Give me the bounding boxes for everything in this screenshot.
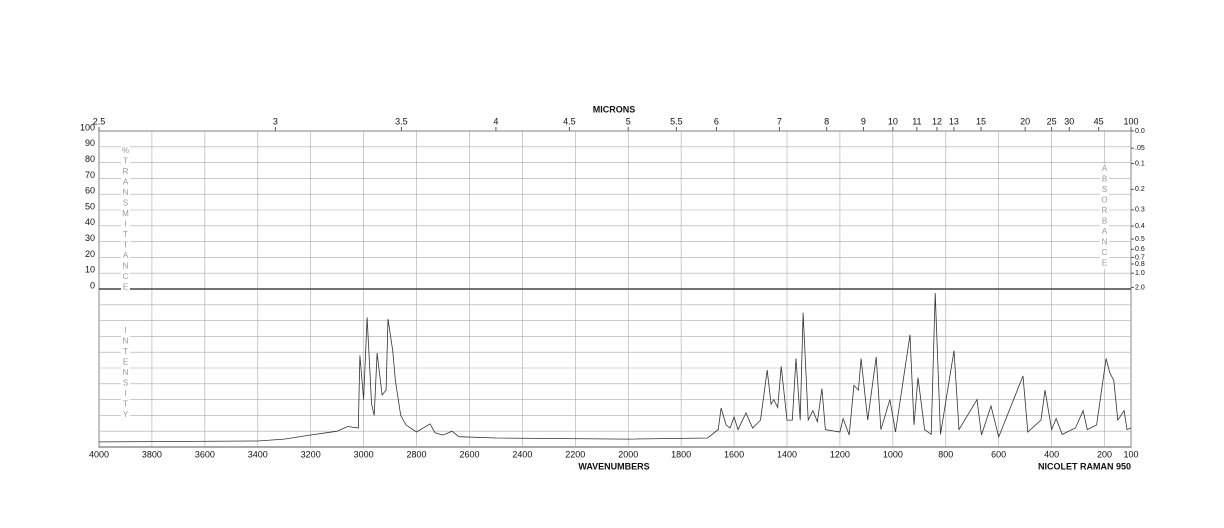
x-tick-label: 1800 bbox=[671, 449, 691, 459]
y-tick-label: 30 bbox=[85, 233, 95, 243]
micron-tick-label: 6 bbox=[714, 116, 719, 126]
x-tick-label: 1200 bbox=[830, 449, 850, 459]
y-tick-label: 50 bbox=[85, 201, 95, 211]
micron-tick-label: 9 bbox=[861, 116, 866, 126]
micron-tick-label: 13 bbox=[949, 116, 959, 126]
left-label: %TRANSMITTANCE bbox=[121, 146, 130, 293]
absorbance-tick-label: 1.0 bbox=[1135, 270, 1145, 277]
absorbance-tick-label: 0.0 bbox=[1135, 128, 1145, 135]
absorbance-tick-label: 0.2 bbox=[1135, 186, 1145, 193]
micron-tick-label: 30 bbox=[1064, 116, 1074, 126]
micron-tick-label: 5.5 bbox=[670, 116, 683, 126]
absorbance-tick-label: 0.3 bbox=[1135, 207, 1145, 214]
x-tick-label: 400 bbox=[1044, 449, 1059, 459]
intensity-label: INTENSITY bbox=[121, 326, 130, 421]
absorbance-tick-label: 2.0 bbox=[1135, 284, 1145, 291]
micron-tick-label: 100 bbox=[1123, 116, 1138, 126]
absorbance-tick-label: .05 bbox=[1135, 145, 1145, 152]
micron-tick-label: 45 bbox=[1094, 116, 1104, 126]
y-tick-label: 20 bbox=[85, 249, 95, 259]
y-tick-label: 60 bbox=[85, 186, 95, 196]
micron-tick-label: 5 bbox=[626, 116, 631, 126]
x-tick-label: 100 bbox=[1123, 449, 1138, 459]
x-tick-label: 800 bbox=[938, 449, 953, 459]
absorbance-tick-label: 0.1 bbox=[1135, 160, 1145, 167]
micron-tick-label: 4.5 bbox=[563, 116, 576, 126]
micron-tick-label: 15 bbox=[976, 116, 986, 126]
x-tick-label: 600 bbox=[991, 449, 1006, 459]
y-tick-label: 90 bbox=[85, 138, 95, 148]
absorbance-tick-label: 0.8 bbox=[1135, 261, 1145, 268]
x-tick-label: 2800 bbox=[407, 449, 427, 459]
y-tick-label: 80 bbox=[85, 154, 95, 164]
micron-tick-label: 4 bbox=[493, 116, 498, 126]
x-tick-label: 3200 bbox=[301, 449, 321, 459]
x-tick-label: 2600 bbox=[459, 449, 479, 459]
x-tick-label: 1600 bbox=[724, 449, 744, 459]
micron-tick-label: 3.5 bbox=[395, 116, 408, 126]
x-tick-label: 4000 bbox=[89, 449, 109, 459]
x-axis-title: WAVENUMBERS bbox=[578, 461, 649, 471]
absorbance-tick-label: 0.4 bbox=[1135, 223, 1145, 230]
micron-tick-label: 12 bbox=[932, 116, 942, 126]
micron-tick-label: 8 bbox=[824, 116, 829, 126]
micron-tick-label: 11 bbox=[912, 116, 921, 126]
micron-tick-label: 20 bbox=[1020, 116, 1030, 126]
x-tick-label: 1400 bbox=[777, 449, 797, 459]
micron-tick-label: 10 bbox=[888, 116, 898, 126]
micron-tick-label: 25 bbox=[1047, 116, 1057, 126]
x-tick-label: 200 bbox=[1097, 449, 1112, 459]
spectrum-line bbox=[98, 292, 1132, 443]
x-tick-label: 3000 bbox=[354, 449, 374, 459]
right-label: ABSORBANCE bbox=[1100, 164, 1109, 269]
x-tick-label: 3600 bbox=[195, 449, 215, 459]
absorbance-tick-label: 0.7 bbox=[1135, 254, 1145, 261]
absorbance-tick-label: 0.6 bbox=[1135, 246, 1145, 253]
y-tick-label: 10 bbox=[85, 265, 95, 275]
micron-tick-label: 3 bbox=[273, 116, 278, 126]
x-tick-label: 2400 bbox=[512, 449, 532, 459]
footer: NICOLET RAMAN 950 bbox=[1038, 461, 1131, 471]
x-tick-label: 1000 bbox=[883, 449, 903, 459]
x-tick-label: 2200 bbox=[565, 449, 585, 459]
micron-tick-label: 2.5 bbox=[93, 116, 106, 126]
x-tick-label: 3800 bbox=[142, 449, 162, 459]
micron-tick-label: 7 bbox=[777, 116, 782, 126]
y-tick-label: 70 bbox=[85, 170, 95, 180]
x-tick-label: 3400 bbox=[248, 449, 268, 459]
y-tick-label: 100 bbox=[80, 122, 95, 132]
absorbance-tick-label: 0.5 bbox=[1135, 236, 1145, 243]
x-tick-label: 2000 bbox=[618, 449, 638, 459]
y-tick-label: 40 bbox=[85, 217, 95, 227]
top-axis-title: MICRONS bbox=[593, 104, 636, 114]
y-tick-label: 0 bbox=[90, 280, 95, 290]
